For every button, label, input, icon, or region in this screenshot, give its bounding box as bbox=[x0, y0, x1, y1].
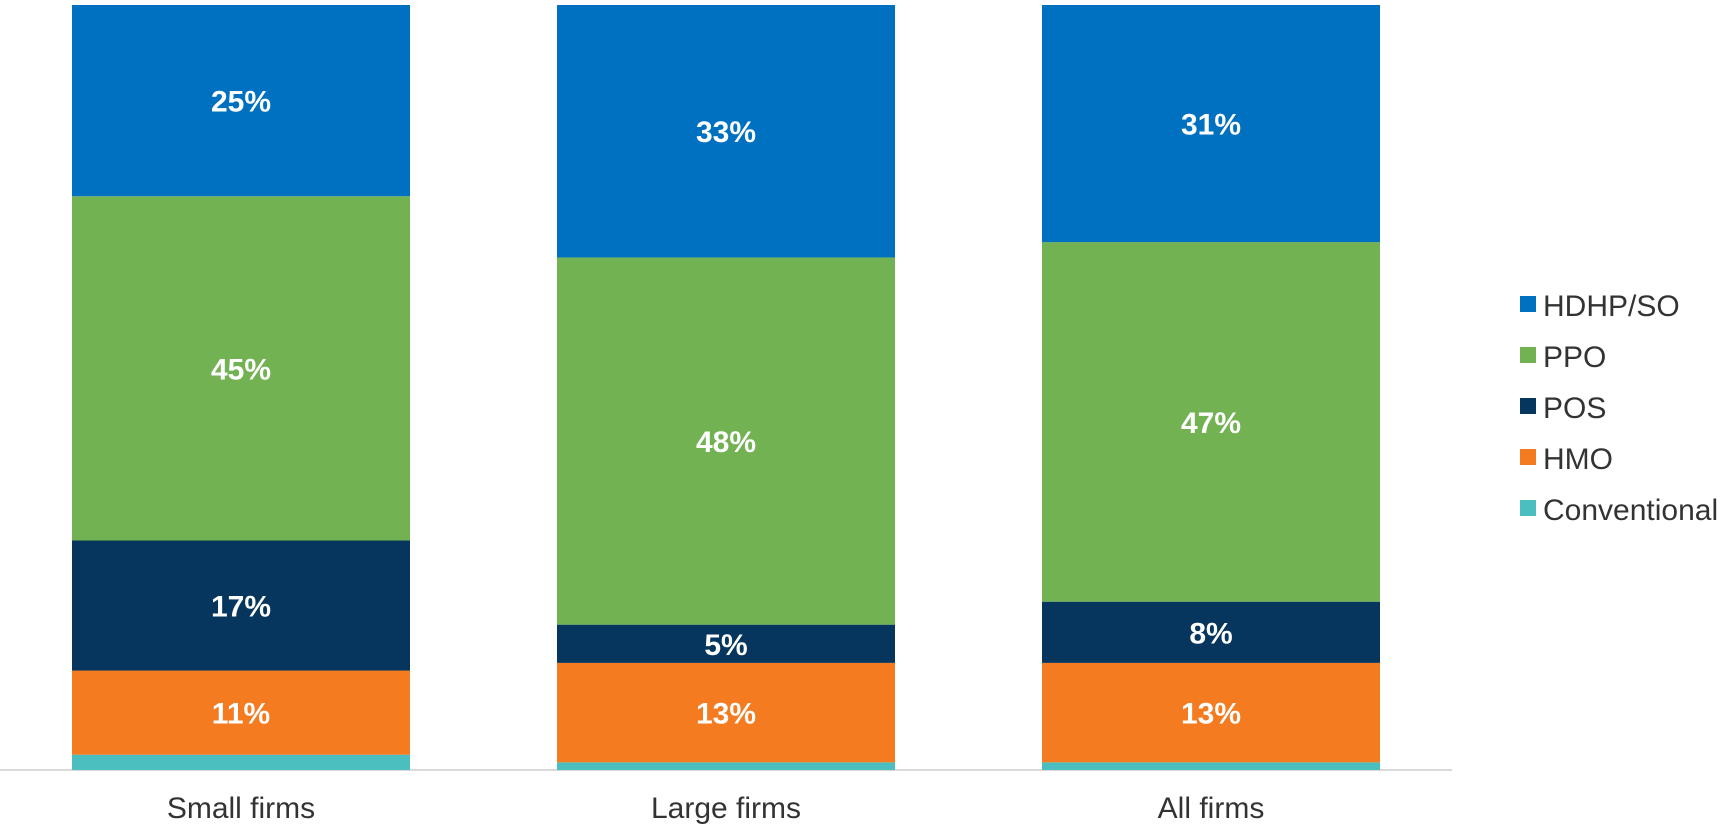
legend-swatch-pos bbox=[1520, 398, 1536, 414]
legend-swatch-hmo bbox=[1520, 449, 1536, 465]
bar-small-firms-ppo bbox=[72, 196, 410, 541]
bars-group bbox=[72, 5, 1380, 770]
bar-all-firms-ppo bbox=[1042, 242, 1380, 602]
data-label-large-firms-pos: 5% bbox=[704, 629, 747, 662]
legend-swatch-ppo bbox=[1520, 347, 1536, 363]
bar-large-firms-pos bbox=[557, 624, 895, 663]
legend-label-pos: POS bbox=[1543, 392, 1606, 425]
legend-label-conventional: Conventional bbox=[1543, 494, 1718, 527]
bar-small-firms-hmo bbox=[72, 670, 410, 755]
category-label-small-firms: Small firms bbox=[167, 792, 315, 825]
bar-all-firms-pos bbox=[1042, 601, 1380, 663]
data-label-all-firms-pos: 8% bbox=[1189, 617, 1232, 650]
bar-large-firms-hmo bbox=[557, 662, 895, 763]
legend-label-ppo: PPO bbox=[1543, 341, 1606, 374]
data-label-small-firms-hdhp-so: 25% bbox=[211, 86, 271, 119]
bar-small-firms-conventional bbox=[72, 754, 410, 770]
legend: HDHP/SO PPO POS HMO Conventional bbox=[1520, 290, 1718, 527]
data-label-all-firms-ppo: 47% bbox=[1181, 407, 1241, 440]
data-label-small-firms-ppo: 45% bbox=[211, 353, 271, 386]
data-label-small-firms-hmo: 11% bbox=[212, 698, 270, 731]
category-label-large-firms: Large firms bbox=[651, 792, 801, 825]
legend-swatch-hdhp-so bbox=[1520, 296, 1536, 312]
legend-label-hdhp-so: HDHP/SO bbox=[1543, 290, 1680, 323]
data-labels-group: 11% 17% 45% 25% 13% 5% 48% 33% 13% 8% 47% 31% bbox=[211, 86, 1241, 731]
bar-small-firms-hdhp-so bbox=[72, 5, 410, 197]
data-label-all-firms-hdhp-so: 31% bbox=[1181, 109, 1241, 142]
data-label-all-firms-hmo: 13% bbox=[1181, 698, 1241, 731]
data-label-large-firms-hdhp-so: 33% bbox=[696, 116, 756, 149]
bar-small-firms-pos bbox=[72, 540, 410, 671]
bar-large-firms-hdhp-so bbox=[557, 5, 895, 258]
bar-all-firms-hdhp-so bbox=[1042, 5, 1380, 243]
data-label-small-firms-pos: 17% bbox=[211, 591, 271, 624]
category-label-all-firms: All firms bbox=[1158, 792, 1265, 825]
data-label-large-firms-ppo: 48% bbox=[696, 426, 756, 459]
bar-large-firms-ppo bbox=[557, 257, 895, 625]
category-labels-group: Small firms Large firms All firms bbox=[167, 792, 1265, 825]
data-label-large-firms-hmo: 13% bbox=[696, 698, 756, 731]
bar-all-firms-conventional bbox=[1042, 762, 1380, 770]
legend-swatch-conventional bbox=[1520, 500, 1536, 516]
bar-large-firms-conventional bbox=[557, 762, 895, 770]
legend-label-hmo: HMO bbox=[1543, 443, 1613, 476]
bar-all-firms-hmo bbox=[1042, 662, 1380, 763]
